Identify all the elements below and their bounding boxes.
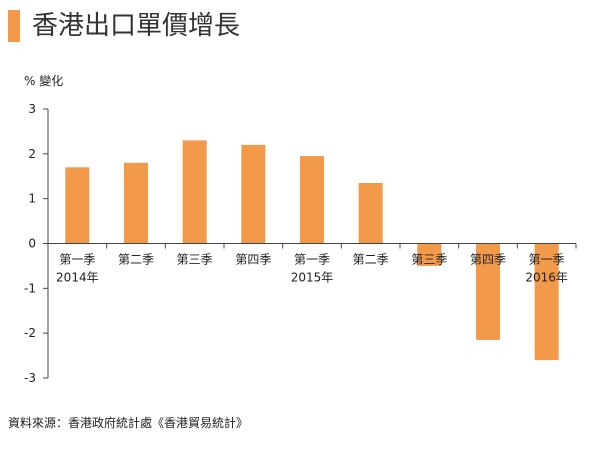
y-tick-label: -1 <box>24 281 36 295</box>
y-axis-unit-label: % 變化 <box>24 74 64 88</box>
bar <box>417 243 442 266</box>
source-note: 資料來源：香港政府統計處《香港貿易統計》 <box>8 416 249 430</box>
x-category-label: 第四季 <box>235 253 271 267</box>
y-tick-label: -3 <box>24 371 36 385</box>
bar <box>476 243 500 340</box>
x-category-label: 第二季 <box>118 253 154 267</box>
y-tick-label: 0 <box>28 237 36 251</box>
x-category-label: 第三季 <box>411 253 447 267</box>
x-category-label: 第四季 <box>470 253 506 267</box>
bar <box>358 182 383 244</box>
x-category-label: 第一季 <box>294 253 330 267</box>
x-category-label: 第二季 <box>353 253 389 267</box>
x-category-label: 第一季 <box>529 253 565 267</box>
y-tick-label: 2 <box>28 147 36 161</box>
bar <box>182 140 207 244</box>
bar <box>65 167 90 244</box>
x-category-label: 第三季 <box>177 253 213 267</box>
x-year-label: 2016年 <box>525 271 568 285</box>
x-category-label: 第一季 <box>59 253 95 267</box>
chart-title: 香港出口單價增長 <box>32 11 241 41</box>
x-year-label: 2014年 <box>56 271 99 285</box>
y-tick-label: 3 <box>28 102 36 116</box>
bar <box>534 243 559 361</box>
bar <box>241 144 266 244</box>
x-year-label: 2015年 <box>291 271 334 285</box>
y-tick-label: 1 <box>28 192 36 206</box>
bar <box>300 156 324 244</box>
title-accent-bar <box>8 10 20 42</box>
bar <box>124 162 148 244</box>
y-tick-label: -2 <box>24 326 36 340</box>
